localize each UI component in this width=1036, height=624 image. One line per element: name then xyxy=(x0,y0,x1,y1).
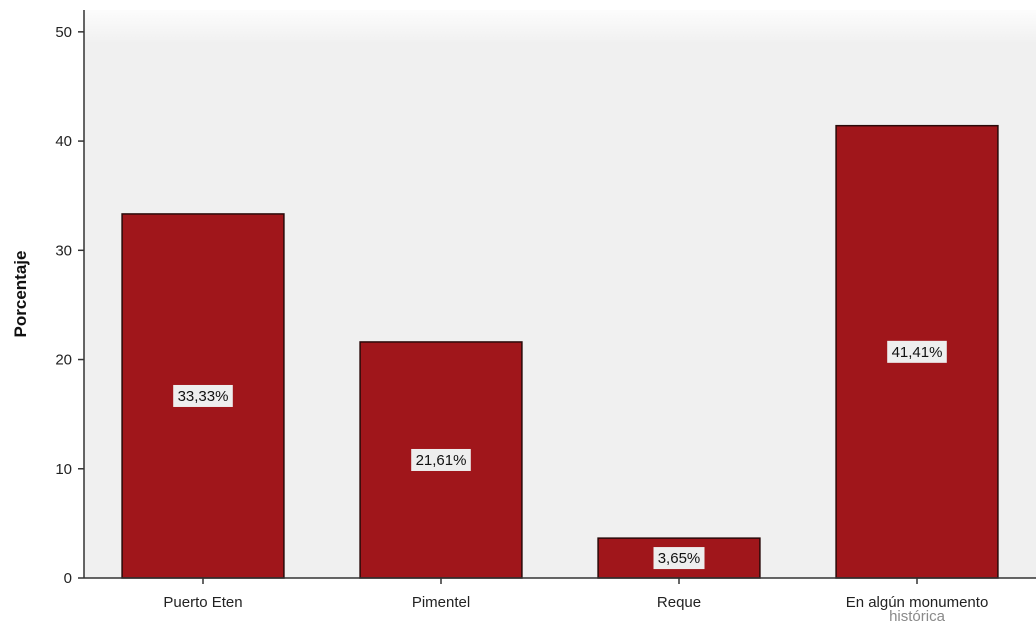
data-label-box xyxy=(887,340,947,363)
x-labels-group: Puerto Eten Pimentel Reque En algún monumen… xyxy=(163,578,988,624)
data-label: 33,33% xyxy=(178,388,229,405)
data-label-box xyxy=(173,384,233,407)
y-tick-label: 0 xyxy=(64,570,72,587)
y-ticks-group: 0 10 20 30 40 50 xyxy=(55,24,84,587)
data-labels-group: 33,33% 21,61% 3,65% 41,41% xyxy=(173,340,947,570)
y-tick-label: 10 xyxy=(55,461,72,478)
data-label: 3,65% xyxy=(658,550,701,567)
data-label: 41,41% xyxy=(892,344,943,361)
y-tick-label: 20 xyxy=(55,352,72,369)
plot-area-top-fade xyxy=(84,10,1036,44)
x-category-label: Reque xyxy=(657,594,701,611)
data-label-box xyxy=(653,547,705,570)
data-label-box xyxy=(411,448,471,471)
y-tick-label: 30 xyxy=(55,242,72,259)
y-tick-label: 50 xyxy=(55,24,72,41)
x-category-label: En algún monumento histórica xyxy=(846,594,989,624)
y-tick-label: 40 xyxy=(55,133,72,150)
x-category-label: Pimentel xyxy=(412,594,470,611)
x-category-label: Puerto Eten xyxy=(163,594,242,611)
y-axis-title: Porcentaje xyxy=(11,251,30,338)
data-label: 21,61% xyxy=(416,452,467,469)
